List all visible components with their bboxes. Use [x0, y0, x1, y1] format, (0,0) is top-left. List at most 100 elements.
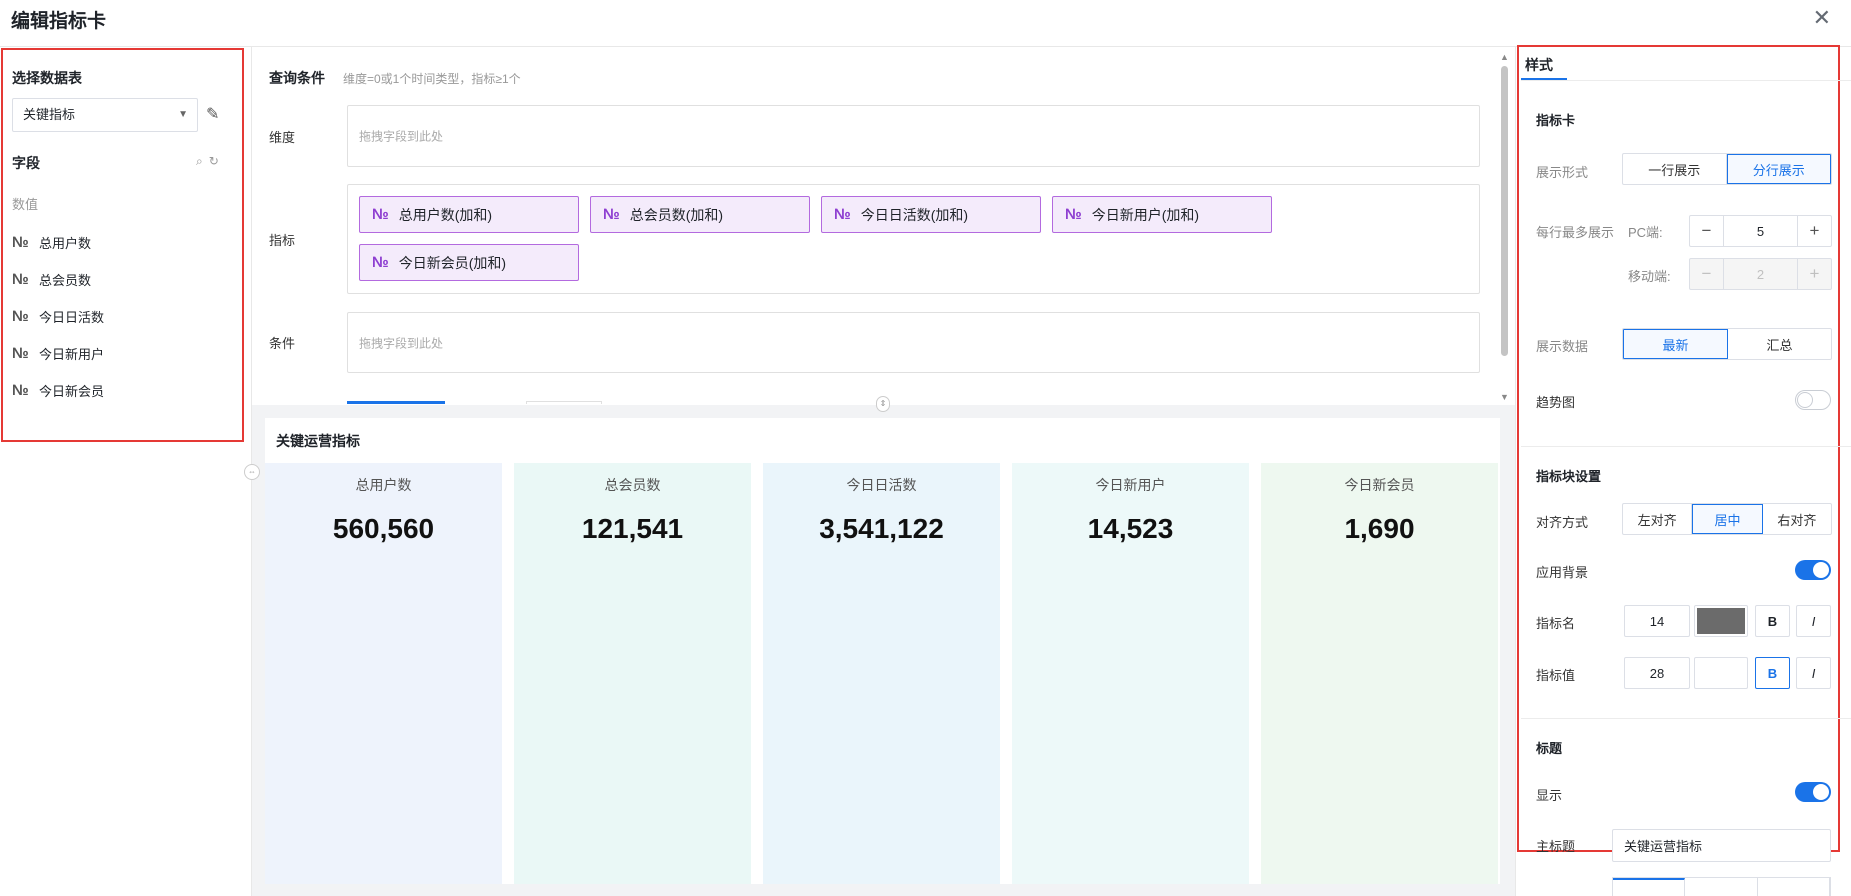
plus-icon[interactable]: + — [1797, 259, 1831, 289]
table-select-value: 关键指标 — [23, 107, 76, 122]
trend-toggle[interactable] — [1795, 390, 1831, 410]
tab-peek[interactable] — [526, 401, 602, 404]
number-icon: № — [834, 206, 851, 223]
pencil-icon[interactable]: ✎ — [206, 106, 220, 123]
option-summary[interactable]: 汇总 — [1766, 337, 1793, 353]
title-section-title: 标题 — [1536, 741, 1563, 756]
metric-chip[interactable]: № 总会员数(加和) — [590, 196, 810, 233]
value-color-picker[interactable] — [1694, 657, 1748, 689]
number-icon: № — [603, 206, 620, 223]
number-icon: № — [1065, 206, 1082, 223]
condition-label: 条件 — [269, 336, 296, 351]
field-item[interactable]: № 总会员数 — [12, 269, 91, 289]
query-scrollbar[interactable]: ▲ ▼ — [1500, 52, 1509, 402]
title-align-option[interactable] — [1758, 878, 1830, 896]
number-icon: № — [12, 344, 29, 362]
apply-bg-toggle[interactable] — [1795, 560, 1831, 580]
display-data-label: 展示数据 — [1536, 339, 1589, 354]
option-latest[interactable]: 最新 — [1623, 329, 1728, 359]
align-left-option[interactable]: 左对齐 — [1623, 504, 1693, 534]
metric-chip[interactable]: № 今日新会员(加和) — [359, 244, 579, 281]
minus-icon[interactable]: − — [1690, 216, 1724, 246]
toggle-knob — [1813, 784, 1829, 800]
header-divider — [0, 46, 1851, 47]
number-icon: № — [12, 270, 29, 288]
metric-chip[interactable]: № 总用户数(加和) — [359, 196, 579, 233]
field-label: 今日新会员 — [39, 383, 105, 399]
option-multi-row[interactable]: 分行展示 — [1726, 154, 1831, 184]
per-row-label: 每行最多展示 — [1536, 225, 1615, 240]
metric-dropzone[interactable]: № 总用户数(加和) № 总会员数(加和) № 今日日活数(加和) № 今日新用户(加和… — [347, 184, 1480, 294]
condition-placeholder: 拖拽字段到此处 — [359, 336, 444, 350]
dimension-label: 维度 — [269, 130, 296, 145]
apply-bg-label: 应用背景 — [1536, 565, 1589, 580]
pc-per-row-value[interactable]: 5 — [1756, 223, 1765, 239]
field-tools: ⌕↻ — [196, 154, 225, 169]
pc-per-row-stepper[interactable]: − 5 + — [1689, 215, 1832, 247]
title-align-toggle[interactable] — [1612, 877, 1831, 896]
close-icon[interactable]: ✕ — [1812, 5, 1831, 30]
name-italic-button[interactable]: I — [1796, 605, 1831, 637]
align-right-option[interactable]: 右对齐 — [1777, 512, 1817, 528]
mobile-per-row-stepper[interactable]: − 2 + — [1689, 258, 1832, 290]
value-bold-button[interactable]: B — [1755, 657, 1790, 689]
resize-handle-icon[interactable]: ⇕ — [876, 396, 890, 412]
field-item[interactable]: № 今日日活数 — [12, 306, 104, 326]
field-item[interactable]: № 今日新会员 — [12, 380, 104, 400]
dimension-placeholder: 拖拽字段到此处 — [359, 129, 444, 144]
value-italic-button[interactable]: I — [1796, 657, 1831, 689]
show-title-label: 显示 — [1536, 788, 1563, 803]
pc-label: PC端: — [1628, 225, 1663, 240]
minus-icon[interactable]: − — [1690, 259, 1724, 289]
refresh-icon[interactable]: ↻ — [208, 154, 225, 168]
scrollbar-thumb[interactable] — [1501, 66, 1508, 356]
value-font-size[interactable]: 28 — [1624, 657, 1690, 689]
option-single-row[interactable]: 一行展示 — [1623, 154, 1727, 184]
mobile-per-row-value[interactable]: 2 — [1756, 266, 1765, 282]
collapse-handle-icon[interactable]: ⇔ — [244, 464, 260, 480]
name-bold-button[interactable]: B — [1755, 605, 1790, 637]
table-select[interactable]: 关键指标 ▼ — [12, 98, 198, 132]
name-style-label: 指标名 — [1536, 616, 1576, 631]
name-font-size[interactable]: 14 — [1624, 605, 1690, 637]
dialog-title: 编辑指标卡 — [11, 11, 107, 32]
style-panel — [1515, 47, 1851, 896]
scroll-up-icon[interactable]: ▲ — [1500, 52, 1509, 62]
main-title-input[interactable] — [1612, 829, 1831, 862]
title-align-option[interactable] — [1685, 878, 1758, 896]
field-item[interactable]: № 今日新用户 — [12, 343, 104, 363]
tab-style[interactable]: 样式 — [1525, 57, 1553, 73]
metric-name: 今日新会员 — [1344, 477, 1415, 493]
scroll-down-icon[interactable]: ▼ — [1500, 392, 1509, 402]
metric-chip[interactable]: № 今日新用户(加和) — [1052, 196, 1272, 233]
field-item[interactable]: № 总用户数 — [12, 232, 91, 252]
metric-block: 总用户数 560,560 — [265, 463, 502, 884]
number-icon: № — [12, 233, 29, 251]
metric-chip-label: 今日日活数(加和) — [860, 206, 969, 223]
section-divider — [1521, 718, 1851, 719]
metric-value: 121,541 — [581, 513, 684, 544]
search-icon[interactable]: ⌕ — [196, 154, 209, 168]
active-tab-indicator — [347, 401, 445, 404]
field-label: 今日日活数 — [39, 309, 105, 325]
dimension-dropzone[interactable]: 拖拽字段到此处 — [347, 105, 1480, 167]
metric-value: 560,560 — [332, 513, 435, 544]
toggle-knob — [1797, 392, 1813, 408]
metric-chip[interactable]: № 今日日活数(加和) — [821, 196, 1041, 233]
toggle-knob — [1813, 562, 1829, 578]
field-label: 今日新用户 — [39, 346, 105, 362]
show-title-toggle[interactable] — [1795, 782, 1831, 802]
metric-value: 1,690 — [1344, 513, 1415, 544]
display-form-toggle: 一行展示 分行展示 — [1622, 153, 1832, 185]
query-title: 查询条件 — [269, 70, 325, 86]
align-toggle: 左对齐 居中 右对齐 — [1622, 503, 1832, 535]
plus-icon[interactable]: + — [1797, 216, 1831, 246]
align-center-option[interactable]: 居中 — [1692, 504, 1763, 534]
condition-dropzone[interactable]: 拖拽字段到此处 — [347, 312, 1480, 373]
card-section-title: 指标卡 — [1536, 113, 1576, 128]
field-group-numeric: 数值 — [12, 197, 39, 212]
name-color-picker[interactable] — [1694, 605, 1748, 637]
metric-name: 总用户数 — [355, 477, 412, 493]
title-align-option[interactable] — [1613, 878, 1686, 896]
metric-block: 今日新用户 14,523 — [1012, 463, 1249, 884]
